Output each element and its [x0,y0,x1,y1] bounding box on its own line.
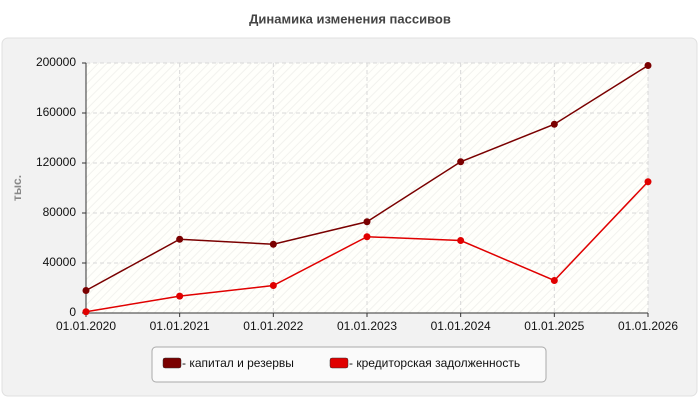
data-point [644,178,652,186]
x-tick-label: 01.01.2026 [618,319,678,333]
legend-label: - капитал и резервы [182,356,294,370]
data-point [644,62,652,69]
y-axis-label: тыс. [10,175,24,201]
y-tick-label: 80000 [43,205,77,219]
y-tick-label: 40000 [43,255,77,269]
chart-title: Динамика изменения пассивов [249,11,451,26]
data-point [550,277,558,284]
x-tick-label: 01.01.2021 [150,319,210,333]
data-point [457,158,465,166]
data-point [363,218,371,226]
x-tick-label: 01.01.2020 [56,319,116,333]
x-tick-label: 01.01.2023 [337,319,397,333]
data-point [82,287,90,294]
legend-swatch [162,357,182,369]
data-point [457,237,465,244]
legend-label: - кредиторская задолженность [349,356,520,370]
data-point [176,235,184,243]
y-tick-label: 0 [69,305,76,319]
legend-swatch [329,357,349,369]
data-point [82,308,90,316]
plot-area [86,63,648,313]
x-tick-label: 01.01.2024 [431,319,491,333]
x-tick-label: 01.01.2022 [243,319,303,333]
data-point [550,120,558,128]
data-point [176,292,184,300]
data-point [269,282,277,289]
x-tick-label: 01.01.2025 [524,319,584,333]
y-tick-label: 160000 [36,105,76,119]
legend [151,346,547,383]
y-tick-label: 120000 [36,155,76,169]
y-tick-label: 200000 [36,55,76,69]
data-point [269,240,277,248]
data-point [363,233,371,241]
